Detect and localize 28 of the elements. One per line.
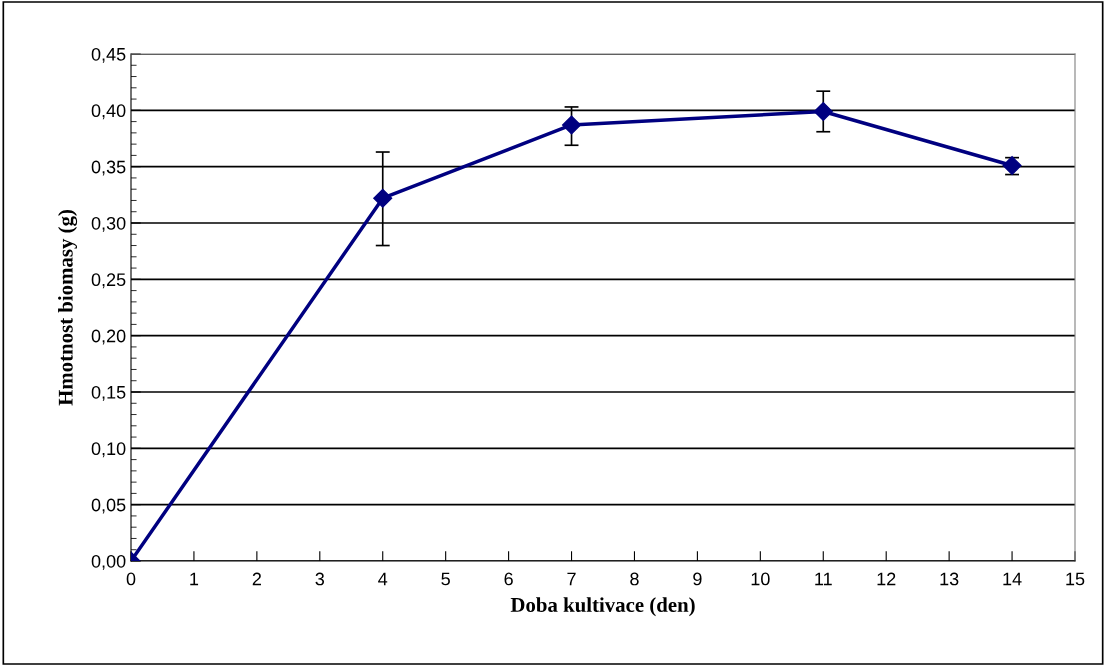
y-tick-label: 0,25	[91, 273, 126, 289]
x-tick-label: 13	[940, 572, 959, 586]
x-tick-label: 10	[751, 572, 770, 586]
y-tick-label: 0,10	[91, 442, 126, 458]
x-tick-label: 14	[1003, 572, 1022, 586]
y-tick-label: 0,45	[91, 47, 126, 63]
x-tick-label: 15	[1066, 572, 1085, 586]
x-tick-label: 2	[252, 572, 261, 586]
y-tick-label: 0,35	[91, 160, 126, 176]
y-tick-label: 0,20	[91, 329, 126, 345]
y-axis-title: Hmotnost biomasy (g)	[58, 210, 78, 406]
x-tick-label: 5	[441, 572, 450, 586]
x-tick-label: 1	[190, 572, 199, 586]
x-tick-label: 0	[126, 572, 136, 586]
x-axis-title: Doba kultivace (den)	[510, 597, 695, 617]
x-tick-label: 4	[378, 572, 388, 586]
x-tick-label: 6	[504, 572, 513, 586]
y-tick-label: 0,30	[91, 216, 126, 232]
y-tick-label: 0,40	[91, 104, 126, 120]
x-tick-label: 3	[315, 572, 325, 586]
y-tick-label: 0,15	[91, 385, 126, 401]
y-tick-label: 0,05	[91, 498, 126, 514]
x-tick-label: 12	[877, 572, 896, 586]
y-tick-label: 0,00	[91, 554, 126, 570]
x-tick-label: 8	[630, 572, 639, 586]
x-tick-label: 11	[815, 572, 832, 586]
x-tick-label: 9	[693, 572, 702, 586]
x-tick-label: 7	[567, 572, 576, 586]
